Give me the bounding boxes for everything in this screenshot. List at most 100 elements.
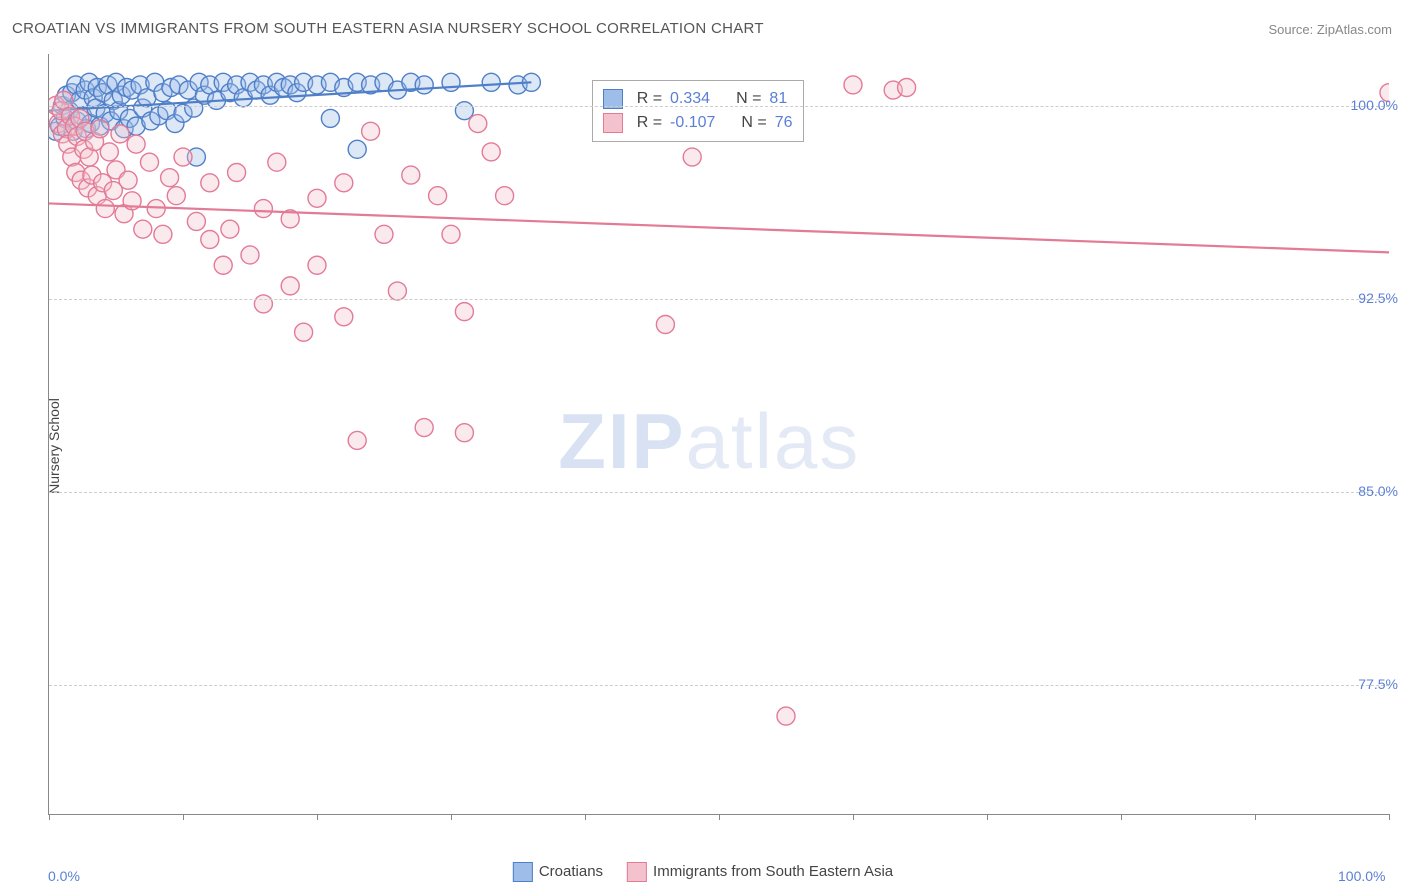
- scatter-point-croatians: [127, 117, 145, 135]
- scatter-svg: [49, 54, 1389, 814]
- scatter-point-croatians: [509, 76, 527, 94]
- scatter-point-immigrants: [268, 153, 286, 171]
- scatter-point-croatians: [104, 91, 122, 109]
- gridline-h: [49, 685, 1389, 686]
- scatter-point-immigrants: [134, 220, 152, 238]
- scatter-point-croatians: [388, 81, 406, 99]
- scatter-point-immigrants: [83, 166, 101, 184]
- scatter-point-immigrants: [71, 109, 89, 127]
- scatter-point-croatians: [442, 73, 460, 91]
- legend-label: Immigrants from South Eastern Asia: [653, 863, 893, 880]
- watermark: ZIPatlas: [558, 396, 860, 487]
- scatter-point-croatians: [142, 112, 160, 130]
- scatter-point-immigrants: [442, 225, 460, 243]
- legend-item-immigrants: Immigrants from South Eastern Asia: [627, 862, 893, 882]
- watermark-light: atlas: [686, 397, 861, 485]
- stats-row-immigrants: R = -0.107N = 76: [603, 111, 793, 135]
- scatter-point-croatians: [522, 73, 540, 91]
- scatter-point-croatians: [221, 84, 239, 102]
- scatter-point-croatians: [335, 78, 353, 96]
- scatter-point-croatians: [115, 120, 133, 138]
- scatter-point-croatians: [402, 73, 420, 91]
- scatter-point-croatians: [112, 86, 130, 104]
- scatter-point-croatians: [64, 122, 82, 140]
- scatter-point-immigrants: [49, 115, 67, 133]
- scatter-point-immigrants: [362, 122, 380, 140]
- scatter-point-croatians: [268, 73, 286, 91]
- scatter-point-croatians: [78, 120, 96, 138]
- scatter-point-croatians: [91, 117, 109, 135]
- stats-r-value: 0.334: [670, 87, 710, 111]
- scatter-point-immigrants: [57, 120, 75, 138]
- scatter-point-immigrants: [898, 78, 916, 96]
- gridline-h: [49, 299, 1389, 300]
- scatter-point-croatians: [68, 112, 86, 130]
- stats-n-value: 76: [775, 111, 793, 135]
- scatter-point-immigrants: [254, 295, 272, 313]
- scatter-point-immigrants: [201, 174, 219, 192]
- scatter-point-immigrants: [80, 148, 98, 166]
- scatter-point-immigrants: [53, 125, 71, 143]
- scatter-point-immigrants: [228, 164, 246, 182]
- scatter-point-croatians: [84, 89, 102, 107]
- watermark-strong: ZIP: [558, 397, 685, 485]
- source-link[interactable]: ZipAtlas.com: [1317, 22, 1392, 37]
- scatter-point-immigrants: [455, 303, 473, 321]
- scatter-point-immigrants: [683, 148, 701, 166]
- scatter-point-immigrants: [308, 256, 326, 274]
- scatter-point-immigrants: [68, 127, 86, 145]
- scatter-point-croatians: [82, 115, 100, 133]
- stats-r-value: -0.107: [670, 111, 715, 135]
- scatter-point-immigrants: [201, 230, 219, 248]
- scatter-point-immigrants: [308, 189, 326, 207]
- scatter-point-croatians: [321, 109, 339, 127]
- gridline-h: [49, 106, 1389, 107]
- x-tick-mark: [1121, 814, 1122, 820]
- scatter-point-croatians: [76, 81, 94, 99]
- scatter-point-croatians: [308, 76, 326, 94]
- scatter-point-croatians: [51, 117, 69, 135]
- scatter-point-immigrants: [455, 424, 473, 442]
- scatter-point-immigrants: [75, 140, 93, 158]
- scatter-point-croatians: [107, 73, 125, 91]
- scatter-point-immigrants: [161, 169, 179, 187]
- stats-r-label: R =: [637, 87, 662, 111]
- scatter-point-immigrants: [429, 187, 447, 205]
- scatter-point-immigrants: [119, 171, 137, 189]
- scatter-point-immigrants: [67, 164, 85, 182]
- scatter-point-immigrants: [281, 277, 299, 295]
- swatch-icon: [513, 862, 533, 882]
- scatter-point-immigrants: [107, 161, 125, 179]
- scatter-point-croatians: [195, 86, 213, 104]
- scatter-point-croatians: [67, 76, 85, 94]
- scatter-point-croatians: [166, 115, 184, 133]
- scatter-point-croatians: [154, 84, 172, 102]
- scatter-point-croatians: [179, 81, 197, 99]
- scatter-point-immigrants: [656, 316, 674, 334]
- stats-n-label: N =: [736, 87, 761, 111]
- scatter-point-immigrants: [295, 323, 313, 341]
- scatter-point-croatians: [88, 78, 106, 96]
- scatter-point-croatians: [131, 76, 149, 94]
- scatter-point-croatians: [174, 104, 192, 122]
- scatter-point-croatians: [110, 102, 128, 120]
- x-tick-mark: [49, 814, 50, 820]
- swatch-icon: [627, 862, 647, 882]
- scatter-point-croatians: [158, 102, 176, 120]
- scatter-point-immigrants: [482, 143, 500, 161]
- scatter-point-immigrants: [884, 81, 902, 99]
- scatter-point-immigrants: [335, 308, 353, 326]
- scatter-point-immigrants: [63, 148, 81, 166]
- scatter-point-immigrants: [141, 153, 159, 171]
- chart-source: Source: ZipAtlas.com: [1268, 22, 1392, 37]
- scatter-point-croatians: [96, 104, 114, 122]
- scatter-point-croatians: [120, 109, 138, 127]
- swatch-icon: [603, 113, 623, 133]
- scatter-point-croatians: [187, 148, 205, 166]
- scatter-point-immigrants: [254, 200, 272, 218]
- scatter-point-croatians: [74, 107, 92, 125]
- scatter-point-croatians: [275, 78, 293, 96]
- scatter-point-immigrants: [777, 707, 795, 725]
- scatter-point-immigrants: [469, 115, 487, 133]
- x-tick-mark: [987, 814, 988, 820]
